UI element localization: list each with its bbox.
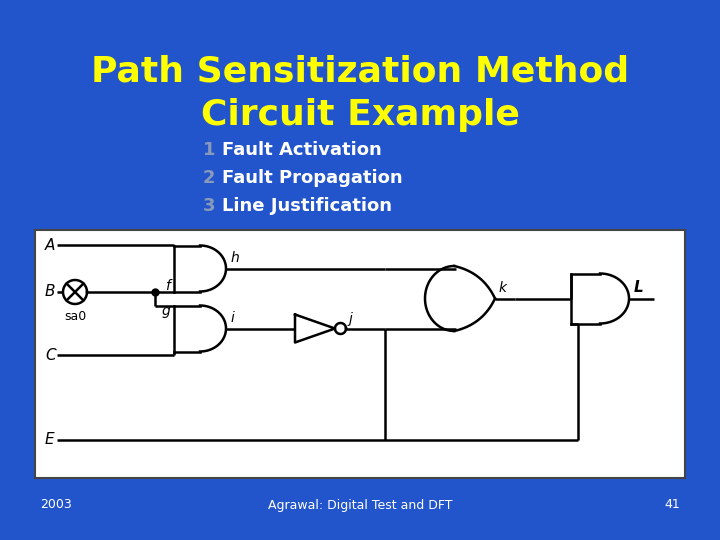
Text: Circuit Example: Circuit Example — [201, 98, 519, 132]
Text: sa0: sa0 — [64, 310, 86, 323]
Text: 1: 1 — [202, 141, 215, 159]
Text: g: g — [161, 305, 170, 319]
Text: Path Sensitization Method: Path Sensitization Method — [91, 55, 629, 89]
Text: k: k — [499, 280, 507, 294]
Text: A: A — [45, 238, 55, 253]
Text: 41: 41 — [665, 498, 680, 511]
Text: L: L — [634, 280, 644, 294]
Text: 2: 2 — [202, 169, 215, 187]
Text: h: h — [231, 252, 240, 266]
Text: f: f — [165, 279, 170, 293]
Text: 2003: 2003 — [40, 498, 72, 511]
Text: E: E — [45, 433, 55, 448]
Text: B: B — [45, 285, 55, 300]
Text: j: j — [349, 312, 353, 326]
Text: Line Justification: Line Justification — [222, 197, 392, 215]
Text: C: C — [45, 348, 55, 362]
Text: 3: 3 — [202, 197, 215, 215]
Text: Fault Propagation: Fault Propagation — [222, 169, 402, 187]
Text: Fault Activation: Fault Activation — [222, 141, 382, 159]
Text: i: i — [231, 312, 235, 326]
Bar — [35, 230, 685, 478]
Text: Agrawal: Digital Test and DFT: Agrawal: Digital Test and DFT — [268, 498, 452, 511]
